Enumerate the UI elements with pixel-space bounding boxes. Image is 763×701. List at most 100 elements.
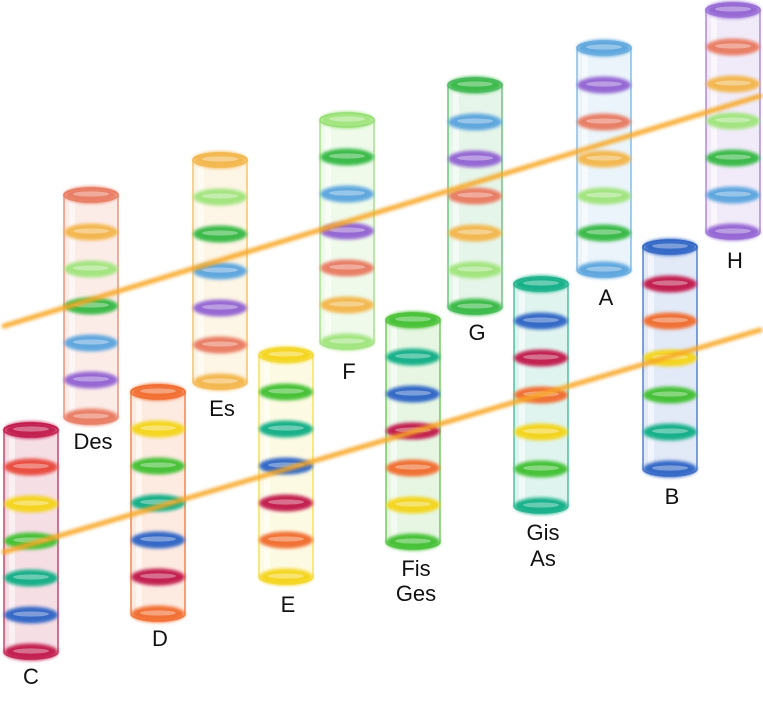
ring-5 (4, 606, 58, 624)
ring-1 (193, 188, 247, 206)
ring-2 (259, 420, 313, 438)
tube-rim (705, 2, 761, 18)
ring-5 (320, 296, 374, 314)
ring-3 (448, 187, 502, 205)
ring-6 (259, 568, 313, 586)
label-f: F (342, 359, 355, 384)
label-fis-alt: Ges (396, 581, 436, 606)
ring-4 (193, 299, 247, 317)
ring-4 (514, 423, 568, 441)
tube-rim (3, 422, 59, 438)
ring-5 (448, 261, 502, 279)
ring-4 (448, 224, 502, 242)
ring-5 (131, 568, 185, 586)
ring-4 (320, 259, 374, 277)
tube-f (319, 111, 375, 351)
tube-d (130, 383, 186, 623)
back-row (63, 1, 761, 426)
tube-h (705, 1, 761, 241)
ring-4 (577, 187, 631, 205)
ring-5 (577, 224, 631, 242)
line-back (1, 93, 763, 329)
line-front (1, 327, 763, 555)
ring-1 (706, 38, 760, 56)
label-g: G (468, 320, 485, 345)
ring-2 (386, 385, 440, 403)
ring-4 (64, 334, 118, 352)
tube-rim (513, 276, 569, 292)
front-row (3, 238, 698, 661)
label-a: A (599, 285, 614, 310)
ring-6 (320, 333, 374, 351)
label-h: H (727, 248, 743, 273)
ring-2 (193, 225, 247, 243)
ring-6 (577, 261, 631, 279)
ring-0 (4, 421, 58, 439)
ring-1 (64, 223, 118, 241)
ring-5 (643, 423, 697, 441)
ring-0 (193, 151, 247, 169)
tube-rim (447, 77, 503, 93)
ring-0 (643, 238, 697, 256)
tube-rim (258, 347, 314, 363)
ring-6 (64, 408, 118, 426)
ring-2 (64, 260, 118, 278)
ring-1 (386, 348, 440, 366)
tube-c (3, 421, 59, 661)
tube-rim (130, 384, 186, 400)
ring-6 (448, 298, 502, 316)
ring-2 (706, 75, 760, 93)
label-des: Des (73, 429, 112, 454)
ring-2 (448, 150, 502, 168)
tube-rim (319, 112, 375, 128)
ring-1 (259, 383, 313, 401)
label-b: B (665, 484, 680, 509)
ring-0 (64, 186, 118, 204)
ring-5 (259, 531, 313, 549)
ring-0 (320, 111, 374, 129)
ring-5 (193, 336, 247, 354)
tube-rim (192, 152, 248, 168)
ring-3 (706, 112, 760, 130)
ring-4 (259, 494, 313, 512)
ring-2 (577, 113, 631, 131)
ring-2 (514, 349, 568, 367)
ring-0 (706, 1, 760, 19)
tube-rim (63, 187, 119, 203)
ring-3 (577, 150, 631, 168)
label-d: D (152, 626, 168, 651)
back-row-line (1, 93, 763, 329)
ring-6 (193, 373, 247, 391)
tube-rim (385, 312, 441, 328)
ring-6 (4, 643, 58, 661)
label-e: E (281, 592, 296, 617)
ring-5 (514, 460, 568, 478)
ring-1 (514, 312, 568, 330)
ring-1 (643, 275, 697, 293)
ring-1 (131, 420, 185, 438)
ring-5 (706, 186, 760, 204)
ring-4 (643, 386, 697, 404)
tube-a (576, 39, 632, 279)
ring-1 (4, 458, 58, 476)
tube-es (192, 151, 248, 391)
ring-4 (706, 149, 760, 167)
ring-6 (706, 223, 760, 241)
ring-2 (131, 457, 185, 475)
label-gis-alt: As (530, 546, 556, 571)
ring-4 (131, 531, 185, 549)
tube-des (63, 186, 119, 426)
front-row-line (1, 327, 763, 555)
ring-6 (386, 533, 440, 551)
ring-5 (64, 371, 118, 389)
ring-0 (131, 383, 185, 401)
ring-2 (643, 312, 697, 330)
ring-1 (448, 113, 502, 131)
ring-6 (643, 460, 697, 478)
tube-rim (642, 239, 698, 255)
ring-0 (514, 275, 568, 293)
ring-1 (577, 76, 631, 94)
